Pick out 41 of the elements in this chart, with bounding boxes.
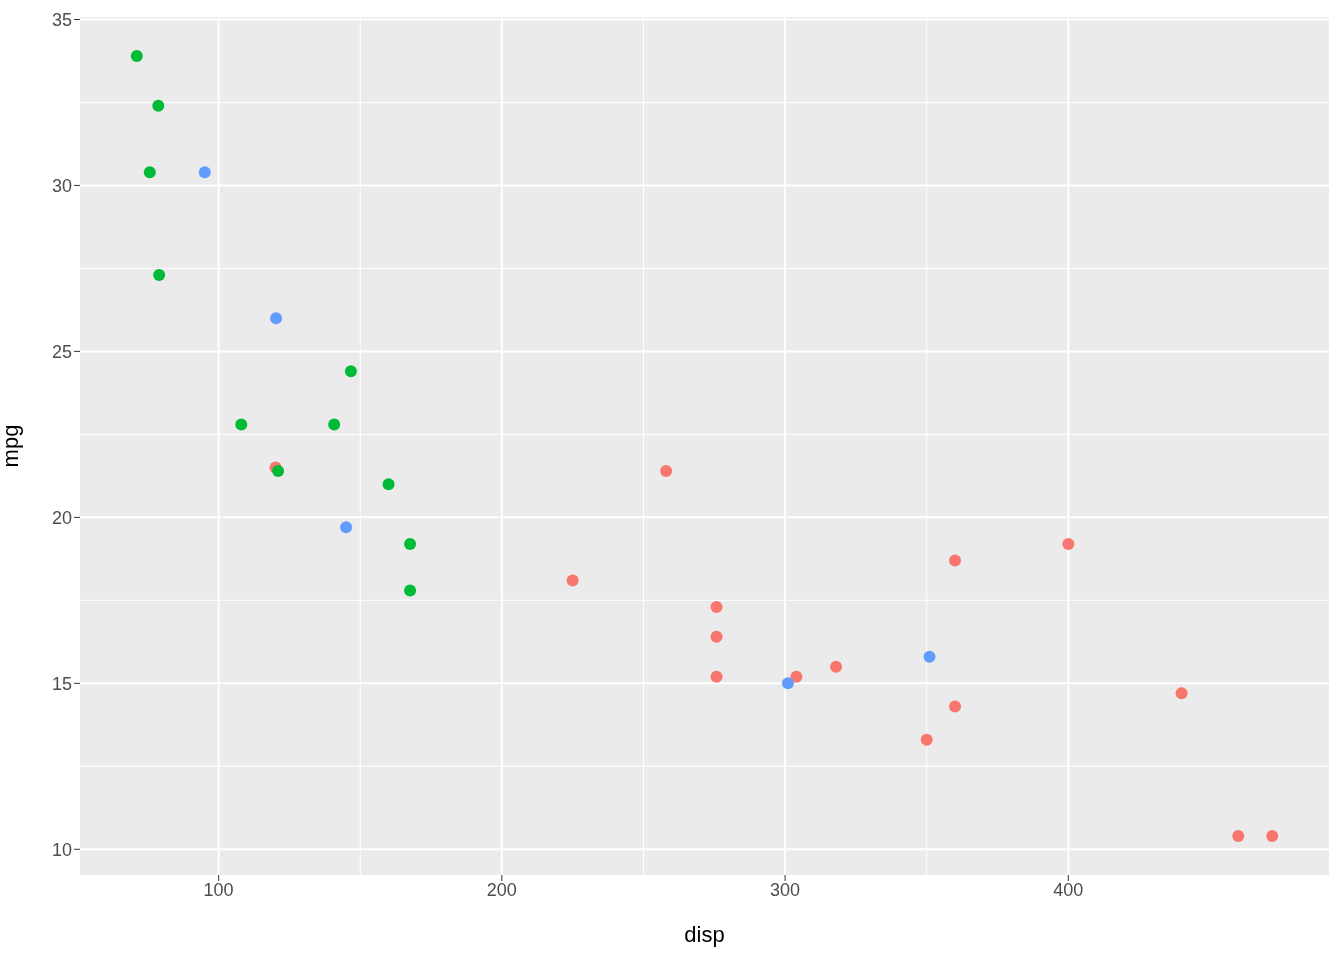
point bbox=[781, 677, 794, 690]
x-tick-label: 300 bbox=[770, 879, 801, 900]
point bbox=[1266, 830, 1279, 842]
point bbox=[198, 166, 211, 179]
point bbox=[790, 670, 803, 683]
point bbox=[710, 600, 723, 613]
point bbox=[949, 700, 962, 713]
point bbox=[382, 478, 395, 491]
point bbox=[404, 584, 417, 597]
point bbox=[130, 50, 143, 62]
point bbox=[949, 554, 962, 567]
point bbox=[566, 574, 579, 587]
y-tick-label: 10 bbox=[51, 839, 72, 860]
y-tick-label: 20 bbox=[51, 507, 72, 528]
point bbox=[920, 733, 933, 746]
point bbox=[152, 99, 165, 112]
point bbox=[710, 630, 723, 643]
point bbox=[340, 521, 353, 534]
point bbox=[1232, 830, 1245, 842]
y-tick-label: 35 bbox=[51, 9, 72, 30]
y-tick-label: 30 bbox=[51, 175, 72, 196]
x-tick-label: 200 bbox=[486, 879, 517, 900]
point bbox=[235, 418, 248, 431]
x-axis-title: disp bbox=[684, 922, 725, 947]
point bbox=[923, 650, 936, 663]
point bbox=[328, 418, 341, 431]
y-tick-label: 15 bbox=[51, 673, 72, 694]
y-axis-title: mpg bbox=[0, 424, 23, 468]
point bbox=[830, 660, 843, 673]
point bbox=[404, 537, 417, 550]
point bbox=[660, 464, 673, 477]
point bbox=[344, 365, 357, 378]
x-tick-label: 100 bbox=[203, 879, 234, 900]
point bbox=[710, 670, 723, 683]
point bbox=[143, 166, 156, 179]
x-tick-label: 400 bbox=[1053, 879, 1084, 900]
point bbox=[153, 269, 166, 282]
point bbox=[1175, 687, 1188, 700]
y-tick-label: 25 bbox=[51, 341, 72, 362]
point bbox=[1062, 537, 1075, 550]
point bbox=[270, 312, 283, 325]
